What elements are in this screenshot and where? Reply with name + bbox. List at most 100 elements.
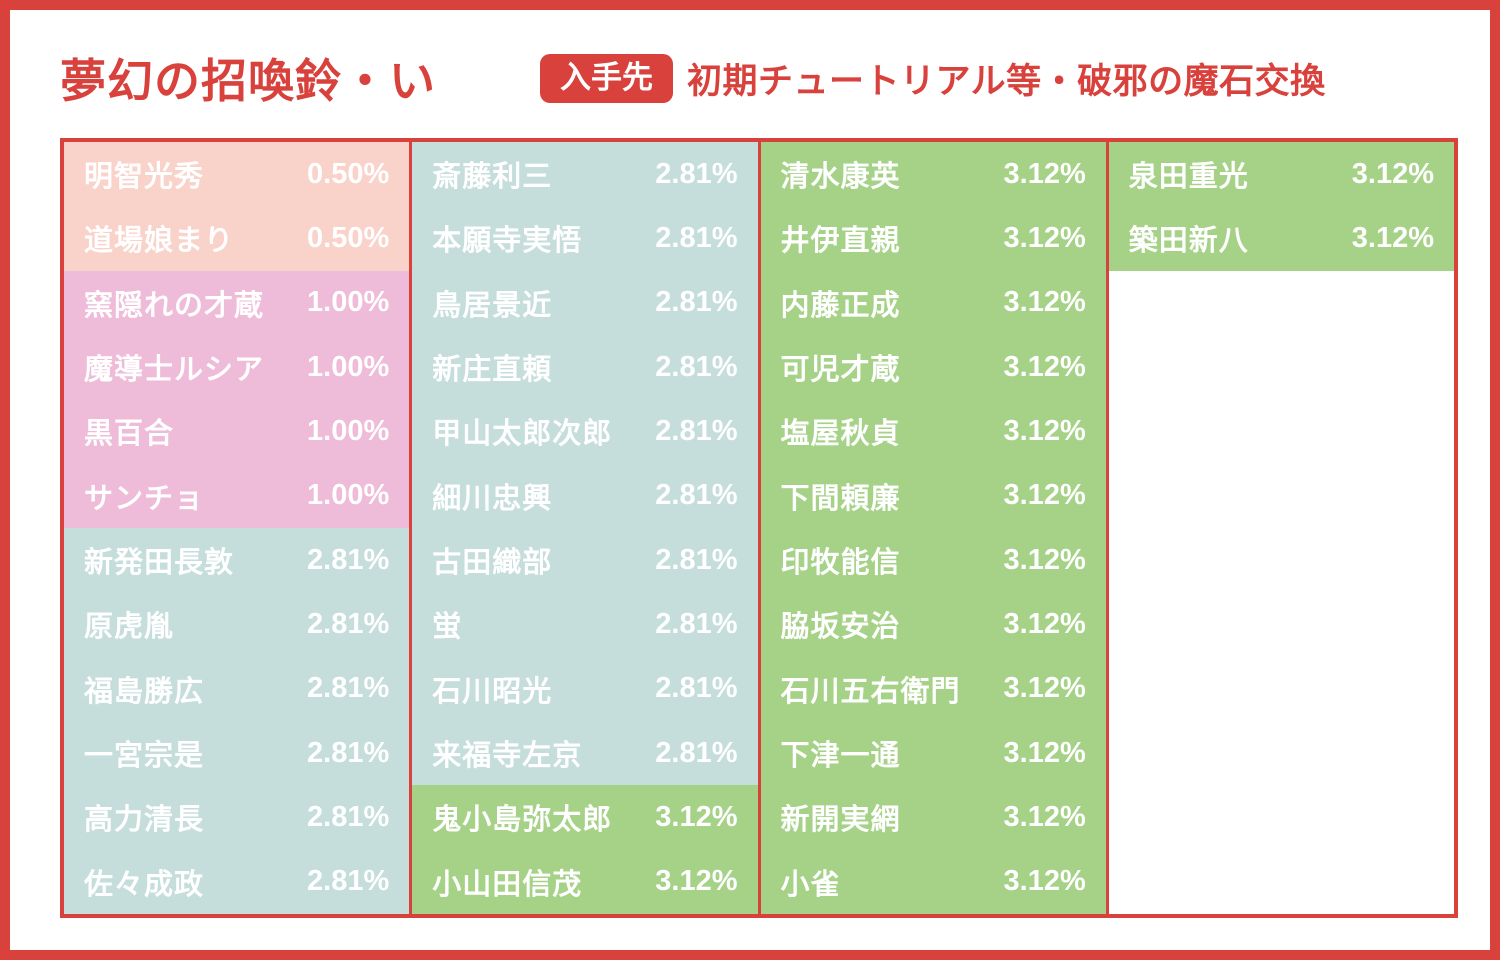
source-text: 初期チュートリアル等・破邪の魔石交換 [687, 61, 1326, 101]
drop-rate: 2.81% [655, 736, 738, 769]
unit-name: 新開実網 [780, 804, 901, 837]
unit-name: 清水康英 [780, 161, 901, 194]
drop-rate: 2.81% [307, 607, 390, 640]
table-row: 黒百合 1.00% [64, 399, 410, 464]
unit-name: 新庄直頼 [432, 354, 553, 387]
unit-name: 黒百合 [84, 418, 175, 451]
table-row: 新発田長敦 2.81% [64, 527, 410, 593]
drop-rate: 3.12% [1003, 736, 1086, 769]
table-row: 道場娘まり 0.50% [64, 206, 410, 271]
drop-rate: 2.81% [655, 221, 738, 254]
table-row: 窯隠れの才蔵 1.00% [64, 270, 410, 335]
rate-table: 明智光秀 0.50% 道場娘まり 0.50% 窯隠れの才蔵 1.00% 魔導士ルシア 1.00… [60, 138, 1458, 918]
unit-name: 脇坂安治 [780, 611, 901, 644]
drop-rate: 2.81% [307, 800, 390, 833]
drop-rate: 0.50% [307, 221, 390, 254]
table-row: 石川昭光 2.81% [412, 656, 758, 721]
drop-rate: 3.12% [655, 800, 738, 833]
drop-rate: 2.81% [655, 414, 738, 447]
table-row: 小雀 3.12% [760, 849, 1106, 914]
table-row: 可児才蔵 3.12% [760, 334, 1106, 400]
unit-name: 斎藤利三 [432, 161, 553, 194]
unit-name: 下間頼廉 [780, 482, 901, 515]
table-row: 本願寺実悟 2.81% [412, 206, 758, 271]
drop-rate: 2.81% [655, 479, 738, 512]
drop-rate: 2.81% [655, 286, 738, 319]
empty-cells [1109, 271, 1454, 914]
table-row: 明智光秀 0.50% [64, 142, 410, 207]
table-row: 原虎胤 2.81% [64, 592, 410, 657]
table-row: 新庄直頼 2.81% [412, 334, 758, 400]
unit-name: 窯隠れの才蔵 [84, 289, 265, 322]
drop-rate: 3.12% [1003, 543, 1086, 576]
drop-rate: 1.00% [307, 350, 390, 383]
unit-name: 内藤正成 [780, 289, 901, 322]
unit-name: 道場娘まり [84, 225, 235, 258]
rate-column: 斎藤利三 2.81% 本願寺実悟 2.81% 鳥居景近 2.81% 新庄直頼 2.81% 甲山太… [409, 142, 758, 914]
table-row: 井伊直親 3.12% [760, 206, 1106, 271]
drop-rate: 2.81% [307, 672, 390, 705]
drop-rate: 3.12% [1003, 221, 1086, 254]
drop-rate: 2.81% [307, 865, 390, 898]
source-badge: 入手先 [540, 53, 673, 103]
unit-name: 小山田信茂 [432, 868, 583, 901]
table-row: 古田織部 2.81% [412, 527, 758, 593]
table-row: 来福寺左京 2.81% [412, 720, 758, 786]
unit-name: 塩屋秋貞 [780, 418, 901, 451]
drop-rate: 3.12% [1003, 607, 1086, 640]
unit-name: 新発田長敦 [84, 547, 235, 580]
rate-column: 明智光秀 0.50% 道場娘まり 0.50% 窯隠れの才蔵 1.00% 魔導士ルシア 1.00… [64, 142, 410, 914]
drop-rate: 2.81% [655, 543, 738, 576]
drop-rate: 0.50% [307, 157, 390, 190]
table-row: 蛍 2.81% [412, 592, 758, 657]
table-row: 築田新八 3.12% [1108, 206, 1454, 271]
table-row: 下津一通 3.12% [760, 720, 1106, 786]
drop-rate: 2.81% [655, 157, 738, 190]
drop-rate: 3.12% [655, 865, 738, 898]
drop-rate: 3.12% [1003, 672, 1086, 705]
unit-name: 原虎胤 [84, 611, 175, 644]
table-row: 印牧能信 3.12% [760, 527, 1106, 593]
drop-rate: 3.12% [1003, 414, 1086, 447]
table-row: 塩屋秋貞 3.12% [760, 399, 1106, 464]
unit-name: 来福寺左京 [432, 740, 583, 773]
table-row: 内藤正成 3.12% [760, 270, 1106, 335]
unit-name: 蛍 [432, 611, 463, 644]
unit-name: 明智光秀 [84, 161, 205, 194]
drop-rate: 2.81% [307, 736, 390, 769]
unit-name: 甲山太郎次郎 [432, 418, 613, 451]
drop-rate: 2.81% [655, 607, 738, 640]
unit-name: 石川昭光 [432, 675, 553, 708]
table-row: 下間頼廉 3.12% [760, 463, 1106, 528]
drop-rate: 3.12% [1003, 286, 1086, 319]
drop-rate: 3.12% [1003, 865, 1086, 898]
table-row: 斎藤利三 2.81% [412, 142, 758, 207]
unit-name: 魔導士ルシア [84, 354, 265, 387]
rate-column: 泉田重光 3.12% 築田新八 3.12% [1105, 142, 1454, 914]
unit-name: 印牧能信 [780, 547, 901, 580]
drop-rate: 1.00% [307, 286, 390, 319]
unit-name: 可児才蔵 [780, 354, 901, 387]
table-row: 新開実網 3.12% [760, 785, 1106, 850]
drop-rate: 3.12% [1003, 479, 1086, 512]
unit-name: 古田織部 [432, 547, 553, 580]
unit-name: 本願寺実悟 [432, 225, 583, 258]
unit-name: 石川五右衛門 [780, 675, 961, 708]
unit-name: 泉田重光 [1128, 161, 1249, 194]
unit-name: 一宮宗是 [84, 740, 205, 773]
table-row: 魔導士ルシア 1.00% [64, 334, 410, 400]
table-row: 鳥居景近 2.81% [412, 270, 758, 335]
drop-rate: 2.81% [307, 543, 390, 576]
drop-rate: 3.12% [1351, 221, 1434, 254]
drop-rate: 3.12% [1351, 157, 1434, 190]
table-row: 脇坂安治 3.12% [760, 592, 1106, 657]
table-row: 鬼小島弥太郎 3.12% [412, 785, 758, 850]
drop-rate: 2.81% [655, 672, 738, 705]
drop-rate: 3.12% [1003, 800, 1086, 833]
unit-name: 佐々成政 [84, 868, 205, 901]
table-row: 泉田重光 3.12% [1108, 142, 1454, 207]
unit-name: 小雀 [780, 868, 841, 901]
drop-rate: 1.00% [307, 479, 390, 512]
rate-column: 清水康英 3.12% 井伊直親 3.12% 内藤正成 3.12% 可児才蔵 3.12% 塩屋秋貞… [757, 142, 1106, 914]
